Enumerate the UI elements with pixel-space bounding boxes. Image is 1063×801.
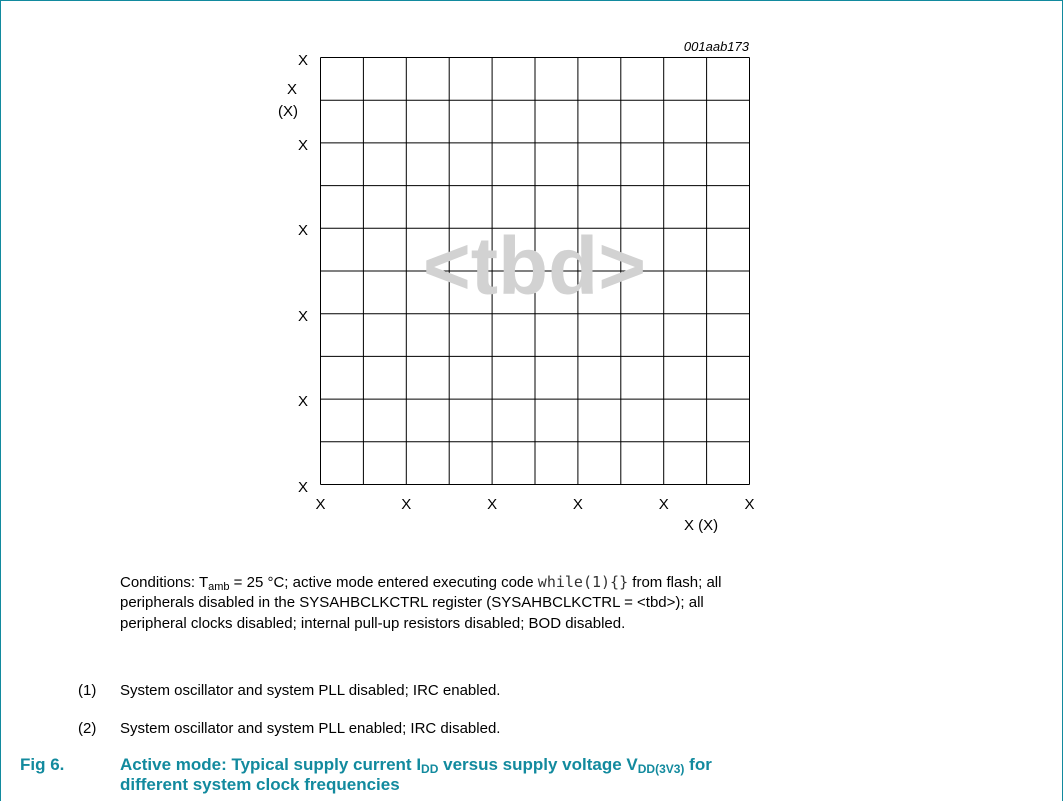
caption-text: Active mode: Typical supply current I: [120, 755, 422, 774]
conditions-sub: amb: [208, 581, 230, 593]
note-number: (2): [78, 720, 97, 737]
note-text: System oscillator and system PLL disable…: [120, 682, 501, 699]
conditions-text: = 25 °C; active mode entered executing c…: [229, 574, 538, 591]
y-tick-label: X: [298, 51, 309, 69]
x-tick-label: X: [487, 496, 498, 513]
conditions-text: peripheral clocks disabled; internal pul…: [120, 615, 626, 632]
y-tick-label: X: [298, 393, 309, 411]
watermark: <tbd>: [422, 221, 647, 312]
conditions-line: peripherals disabled in the SYSAHBCLKCTR…: [120, 594, 704, 612]
y-axis-unit: (X): [278, 103, 298, 120]
caption-line: Active mode: Typical supply current IDD …: [120, 755, 712, 775]
y-axis-label: X: [287, 81, 298, 98]
conditions-code: while(1){}: [537, 573, 629, 591]
conditions-line: peripheral clocks disabled; internal pul…: [120, 615, 625, 633]
x-tick-label: X: [744, 496, 755, 513]
note-number: (1): [78, 682, 97, 699]
chart-grid: [320, 57, 750, 485]
x-tick-label: X: [572, 496, 583, 513]
caption-text: for: [684, 755, 712, 774]
x-tick-label: X: [401, 496, 412, 513]
y-tick-label: X: [298, 307, 309, 325]
conditions-text: from flash; all: [628, 574, 722, 591]
x-tick-label: X: [658, 496, 669, 513]
y-tick-label: X: [298, 478, 309, 496]
y-tick-label: X: [298, 136, 309, 154]
conditions-text: peripherals disabled in the SYSAHBCLKCTR…: [120, 594, 704, 611]
note-text: System oscillator and system PLL enabled…: [120, 720, 501, 737]
caption-label: Fig 6.: [20, 755, 65, 774]
y-tick-label: X: [298, 222, 309, 240]
caption-text: versus supply voltage V: [438, 755, 638, 774]
x-tick-label: X: [315, 496, 326, 513]
figure-id: 001aab173: [683, 39, 749, 54]
caption-sub: DD: [421, 762, 439, 776]
conditions-text: Conditions: T: [120, 574, 209, 591]
caption-line: different system clock frequencies: [120, 775, 400, 794]
x-axis-label: X (X): [684, 517, 719, 534]
caption-sub: DD(3V3): [637, 762, 685, 776]
conditions-line: Conditions: Tamb = 25 °C; active mode en…: [120, 573, 722, 593]
